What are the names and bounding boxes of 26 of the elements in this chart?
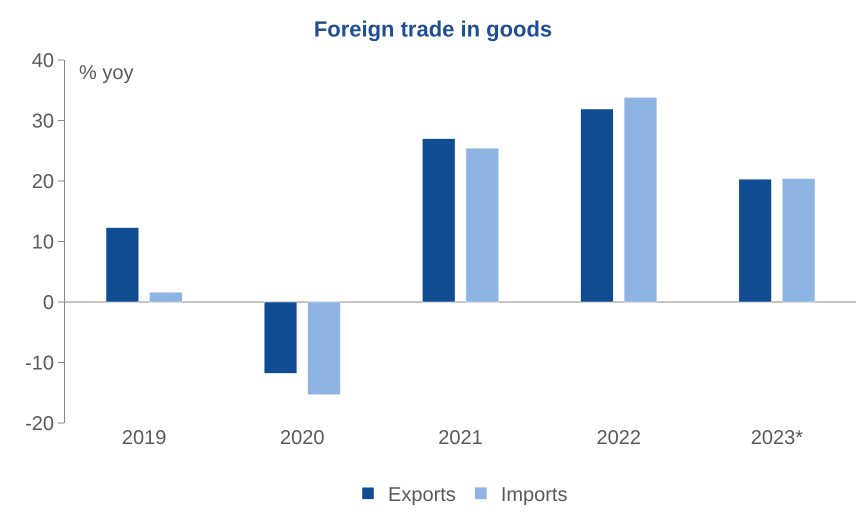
y-axis-title: % yoy <box>79 62 134 84</box>
y-tick-label: 0 <box>42 292 54 314</box>
bar <box>624 97 658 302</box>
bar <box>782 178 816 302</box>
y-tick-label: 40 <box>32 50 54 72</box>
bar <box>738 178 772 302</box>
y-tick-label: -20 <box>25 413 54 435</box>
y-tick-label: 20 <box>32 171 54 193</box>
bar <box>422 138 456 302</box>
x-tick-label: 2020 <box>280 427 325 449</box>
bar <box>307 302 341 395</box>
x-tick-label: 2019 <box>122 427 166 449</box>
legend-label: Exports <box>388 484 456 506</box>
x-tick-label: 2023* <box>750 427 804 449</box>
x-tick-label: 2021 <box>438 427 483 449</box>
bar <box>580 108 614 302</box>
bar <box>466 148 499 302</box>
bar <box>149 292 182 302</box>
y-tick-label: 10 <box>32 232 54 254</box>
y-tick-label: -10 <box>25 352 54 374</box>
chart-title: Foreign trade in goods <box>314 16 552 42</box>
bar <box>106 227 139 302</box>
x-tick-label: 2022 <box>596 427 641 449</box>
legend-label: Imports <box>500 484 568 506</box>
y-tick-label: 30 <box>32 110 54 132</box>
bar <box>264 302 298 374</box>
